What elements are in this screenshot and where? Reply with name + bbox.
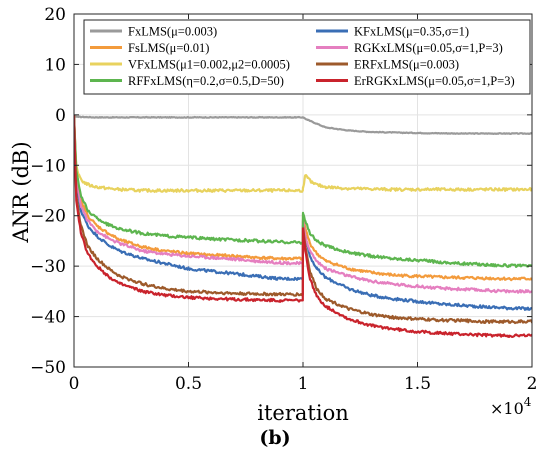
x-tick-label: 1 (298, 374, 309, 394)
y-tick-label: 20 (44, 5, 66, 25)
x-exponent-base: ×10 (490, 399, 524, 418)
legend-entry: ErRGKxLMS(μ=0.05,σ=1,P=3) (354, 74, 515, 88)
series-group (74, 114, 532, 338)
x-axis-title: iteration (257, 401, 348, 425)
y-tick-label: −10 (30, 156, 66, 176)
legend-entry: ERFxLMS(μ=0.003) (354, 58, 459, 72)
legend-box (83, 19, 531, 95)
y-axis-title: ANR (dB) (9, 141, 33, 243)
y-tick-label: −40 (30, 308, 66, 328)
legend-entry: VFxLMS(μ1=0.002,μ2=0.0005) (128, 58, 290, 72)
legend: FxLMS(μ=0.003) KFxLMS(μ=0.35,σ=1) FsLMS(μ=… (83, 19, 531, 95)
series-line (74, 115, 532, 135)
x-exponent-power: 4 (524, 395, 532, 409)
series-line (74, 114, 532, 268)
y-tick-label: −30 (30, 257, 66, 277)
panel-label: (b) (259, 427, 290, 449)
y-tick-label: −20 (30, 207, 66, 227)
y-tick-label: 10 (44, 55, 66, 75)
y-ticks: −50 −40 −30 −20 −10 0 10 20 (30, 5, 532, 378)
x-tick-label: 0.5 (175, 374, 202, 394)
series-line (74, 114, 532, 193)
y-tick-label: 0 (55, 106, 66, 126)
legend-entry: RGKxLMS(μ=0.05,σ=1,P=3) (354, 41, 503, 55)
legend-entry: FsLMS(μ=0.01) (128, 41, 209, 55)
series-lines (74, 114, 532, 338)
x-tick-label: 1.5 (404, 374, 431, 394)
y-tick-label: −50 (30, 358, 66, 378)
x-ticks: 0 0.5 1 1.5 2 (69, 14, 538, 394)
legend-entry: FxLMS(μ=0.003) (128, 25, 217, 39)
series-line (74, 114, 532, 338)
x-tick-label: 0 (69, 374, 80, 394)
legend-entry: KFxLMS(μ=0.35,σ=1) (354, 25, 469, 39)
x-axis-exponent: ×104 (490, 395, 532, 418)
x-tick-label: 2 (527, 374, 538, 394)
legend-entry: RFFxLMS(η=0.2,σ=0.5,D=50) (128, 74, 284, 88)
